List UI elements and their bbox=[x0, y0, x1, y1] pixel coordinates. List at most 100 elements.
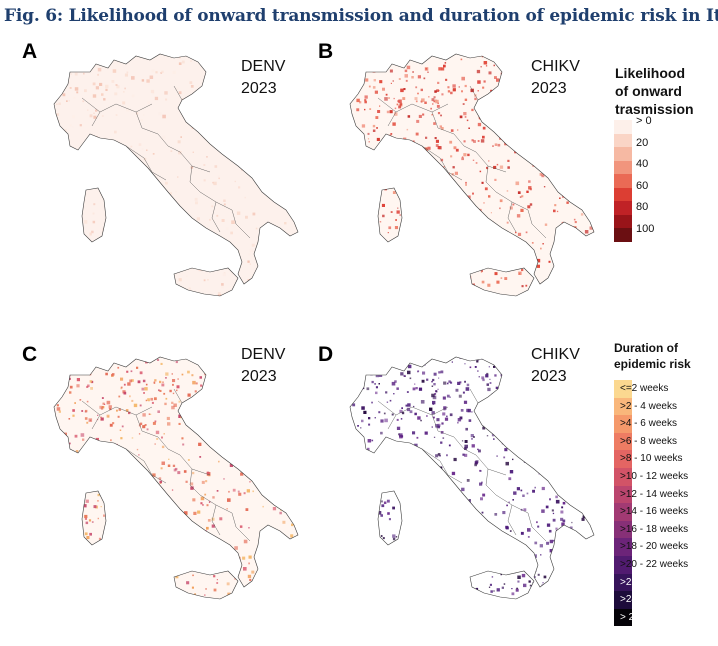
panel-b-virus: CHIKV bbox=[531, 58, 580, 75]
duration-label: >24 - 26 weeks bbox=[620, 594, 689, 606]
duration-swatch bbox=[614, 468, 632, 486]
region-border bbox=[469, 388, 479, 404]
likelihood-swatch bbox=[614, 147, 632, 161]
sicily-outline bbox=[173, 570, 239, 600]
region-border bbox=[431, 414, 455, 438]
figure-title: Fig. 6: Likelihood of onward transmissio… bbox=[4, 6, 718, 26]
duration-swatch bbox=[614, 591, 632, 609]
duration-label: >6 - 8 weeks bbox=[620, 435, 677, 447]
region-border bbox=[431, 111, 455, 135]
panel-c-virus: DENV bbox=[241, 346, 286, 363]
region-border bbox=[157, 133, 211, 173]
likelihood-legend-title-line: trasmission bbox=[615, 101, 694, 117]
likelihood-swatch bbox=[614, 228, 632, 242]
denv-duration-map bbox=[53, 356, 299, 600]
duration-label: >18 - 20 weeks bbox=[620, 541, 689, 553]
panel-letter-d: D bbox=[318, 343, 334, 366]
region-border bbox=[485, 165, 529, 211]
panel-c-year: 2023 bbox=[241, 368, 277, 385]
duration-label: >4 - 6 weeks bbox=[620, 418, 677, 430]
panel-c-label: DENV 2023 bbox=[241, 344, 285, 388]
region-border bbox=[377, 400, 449, 416]
duration-label: >20 - 22 weeks bbox=[620, 559, 689, 570]
duration-label: >2 - 4 weeks bbox=[620, 400, 677, 412]
duration-label: > 26 weeks bbox=[620, 611, 671, 623]
chikv-likelihood-map bbox=[349, 53, 595, 297]
likelihood-label: 80 bbox=[636, 201, 649, 214]
region-border bbox=[135, 414, 159, 438]
chikv-duration-map bbox=[349, 356, 595, 600]
sardinia-outline bbox=[81, 187, 107, 243]
duration-label: >10 - 12 weeks bbox=[620, 471, 689, 482]
region-border bbox=[527, 209, 547, 239]
panel-d-virus: CHIKV bbox=[531, 346, 580, 363]
likelihood-label: 60 bbox=[636, 179, 649, 192]
likelihood-label: 20 bbox=[636, 136, 649, 149]
panel-a-virus: DENV bbox=[241, 58, 286, 75]
duration-swatch bbox=[614, 503, 632, 521]
duration-swatch bbox=[614, 556, 632, 574]
likelihood-swatch bbox=[614, 133, 632, 147]
panel-a-year: 2023 bbox=[241, 80, 277, 97]
duration-legend-title-line: epidemic risk bbox=[614, 357, 691, 371]
mainland-fill bbox=[350, 54, 594, 284]
region-border bbox=[421, 448, 463, 484]
likelihood-swatch bbox=[614, 160, 632, 174]
duration-label: >16 - 18 weeks bbox=[620, 523, 689, 535]
mainland-outline bbox=[349, 53, 595, 285]
region-border bbox=[81, 400, 153, 416]
region-border bbox=[135, 111, 159, 135]
region-border bbox=[173, 85, 183, 101]
region-border bbox=[469, 85, 479, 101]
region-border bbox=[211, 504, 221, 536]
region-border bbox=[91, 111, 101, 127]
likelihood-label: > 0 bbox=[636, 115, 652, 127]
mainland-outline bbox=[53, 53, 299, 285]
sardinia-outline bbox=[377, 187, 403, 243]
denv-likelihood-map bbox=[53, 53, 299, 297]
region-border bbox=[81, 97, 153, 113]
panel-b-year: 2023 bbox=[531, 80, 567, 97]
duration-swatch bbox=[614, 520, 632, 539]
region-border bbox=[527, 512, 547, 542]
panel-d-year: 2023 bbox=[531, 368, 567, 385]
duration-swatch bbox=[614, 573, 632, 592]
likelihood-legend-title-line: Likelihood bbox=[615, 65, 685, 81]
mainland-fill bbox=[350, 357, 594, 587]
duration-swatch bbox=[614, 432, 632, 451]
region-border bbox=[507, 201, 517, 233]
region-border bbox=[387, 414, 397, 430]
likelihood-swatch bbox=[614, 187, 632, 201]
region-border bbox=[91, 414, 101, 430]
panel-letter-b: B bbox=[318, 40, 334, 63]
mainland-fill bbox=[54, 357, 298, 587]
panel-letter-c: C bbox=[22, 343, 38, 366]
sicily-outline bbox=[469, 267, 535, 297]
region-border bbox=[453, 436, 507, 476]
sardinia-fill bbox=[82, 188, 106, 242]
duration-swatch bbox=[614, 397, 632, 416]
likelihood-swatch bbox=[614, 120, 632, 134]
duration-legend-title-line: Duration of bbox=[614, 341, 678, 355]
panel-a-label: DENV 2023 bbox=[241, 56, 285, 100]
region-border bbox=[189, 468, 233, 514]
likelihood-swatch bbox=[614, 174, 632, 188]
duration-swatch bbox=[614, 608, 632, 627]
duration-legend-title: Duration of epidemic risk bbox=[614, 340, 691, 372]
duration-label: <=2 weeks bbox=[620, 383, 669, 394]
sardinia-outline bbox=[81, 490, 107, 546]
region-border bbox=[173, 388, 183, 404]
region-border bbox=[157, 436, 211, 476]
sicily-fill bbox=[470, 268, 534, 296]
duration-label: >8 - 10 weeks bbox=[620, 453, 683, 465]
panel-b-label: CHIKV 2023 bbox=[531, 56, 580, 100]
panel-letter-a: A bbox=[22, 40, 38, 63]
region-border bbox=[485, 468, 529, 514]
region-border bbox=[421, 145, 463, 181]
likelihood-legend-title-line: of onward bbox=[615, 83, 682, 99]
region-border bbox=[507, 504, 517, 536]
likelihood-legend-title: Likelihood of onward trasmission bbox=[615, 64, 694, 118]
likelihood-label: 40 bbox=[636, 158, 649, 171]
region-border bbox=[377, 97, 449, 113]
region-border bbox=[231, 209, 251, 239]
